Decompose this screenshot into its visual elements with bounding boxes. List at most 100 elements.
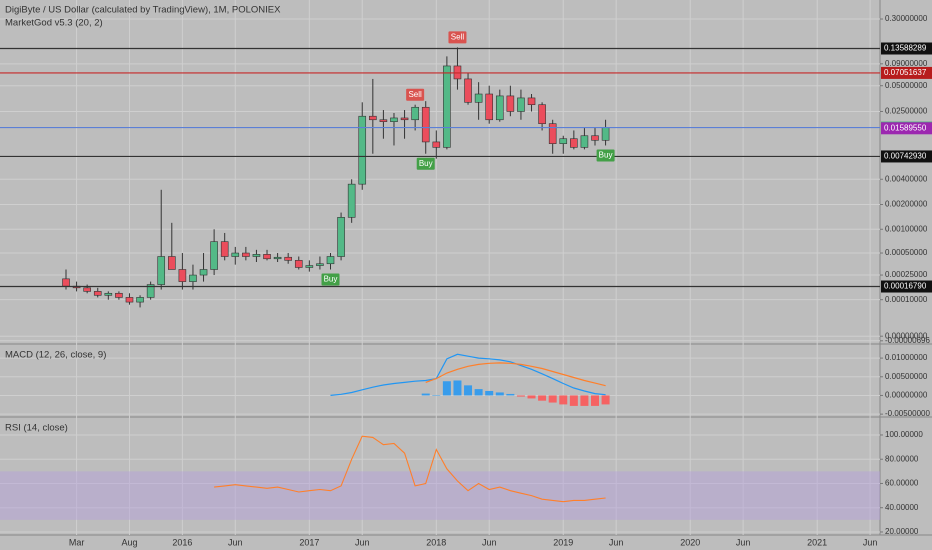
candle-body [347,183,356,218]
y-tick-label: 0.00025000 [885,270,928,279]
y-tick-label: 80.00000 [885,454,919,463]
y-tick-label: 40.00000 [885,503,919,512]
histogram-bar [601,395,610,405]
candle-body [506,95,515,112]
signal-badge [596,149,615,162]
indicator-title: MarketGod v5.3 (20, 2) [5,18,103,29]
rsi-line [214,435,606,503]
candle-body [580,135,589,148]
x-tick-label: Jun [228,537,243,547]
candle-body [263,254,271,260]
price-label: 0.01589550 [884,123,927,132]
candle-body [189,274,197,282]
x-tick-label: Aug [121,537,137,547]
histogram-bar [464,385,473,396]
histogram-bar [580,395,589,406]
signal-label: Buy [324,275,338,284]
candle-body [305,265,314,268]
candle-body [252,254,261,257]
candle-body [591,135,599,141]
candle-body [464,78,472,103]
pane-title: RSI (14, close) [5,423,68,434]
candle-body [421,106,430,143]
price-label: 0.00016790 [884,282,927,291]
histogram-bar [453,380,462,396]
candle-body [62,278,70,287]
histogram-bar [538,395,547,401]
x-tick-label: Jun [355,537,370,547]
signal-badge [416,157,435,170]
price-label-bg [881,150,932,163]
pane-title: MACD (12, 26, close, 9) [5,350,106,361]
candle-body [157,256,166,285]
y-tick-label: 0.00200000 [885,200,928,209]
histogram-bar [527,395,536,399]
y-tick-label: 0.00010000 [885,295,928,304]
y-tick-label: 0.00000000 [885,331,928,340]
price-label: 0.07051637 [884,68,927,77]
candle-body [527,97,536,106]
y-tick-label: -0.00500000 [885,409,930,418]
y-tick-label: -0.00000696 [885,336,930,345]
y-tick-label: 0.01000000 [885,353,928,362]
candle-body [485,93,494,121]
y-tick-label: 0.00500000 [885,372,928,381]
histogram-bar [485,390,494,396]
candle-body [294,260,303,268]
histogram-bar [591,395,599,406]
candle-body [411,106,419,121]
y-tick-label: 0.00100000 [885,224,928,233]
candle-body [474,93,483,103]
histogram-bar [506,393,515,396]
candle-body [220,241,229,257]
candle-body [316,263,324,266]
candle-body [115,292,123,298]
x-tick-label: Jun [482,537,497,547]
candle-body [104,292,113,296]
candle-body [601,127,610,141]
y-tick-label: 0.09000000 [885,59,928,68]
rsi-band [0,471,880,520]
x-tick-label: 2019 [553,537,573,547]
candle-body [136,297,144,303]
candle-body [548,123,557,144]
x-tick-label: 2018 [426,537,446,547]
candle-body [146,284,155,298]
candle-body [538,104,546,124]
candle-body [273,256,282,260]
y-tick-label: 20.00000 [885,527,919,536]
y-tick-label: 0.00400000 [885,174,928,183]
price-label-bg [881,42,932,55]
candle-body [337,217,345,257]
histogram-bar [569,395,578,406]
candle-body [570,138,578,148]
candle-body [83,287,91,292]
histogram-bar [421,393,430,396]
histogram-bar [548,395,557,403]
candle-body [379,119,388,122]
signal-label: Buy [599,151,613,160]
histogram-bar [495,392,504,396]
histogram-bar [474,389,483,396]
candle-body [284,256,292,261]
y-tick-label: 100.00000 [885,430,923,439]
y-tick-label: 0.02500000 [885,107,928,116]
candle-body [242,252,250,257]
candle-body [369,115,377,121]
price-label-bg [881,280,932,293]
candle-body [93,291,102,296]
candle-body [400,117,409,121]
candle-body [495,95,504,121]
x-tick-label: 2021 [807,537,827,547]
x-tick-label: 2017 [299,537,319,547]
histogram-bar [432,395,441,396]
histogram-bar [559,395,568,405]
x-tick-label: Jun [609,537,624,547]
signal-label: Sell [451,33,465,42]
price-label: 0.00742930 [884,152,927,161]
x-tick-label: 2020 [680,537,700,547]
x-tick-label: 2016 [172,537,192,547]
histogram-bar [442,381,451,396]
histogram-bar [516,395,525,397]
